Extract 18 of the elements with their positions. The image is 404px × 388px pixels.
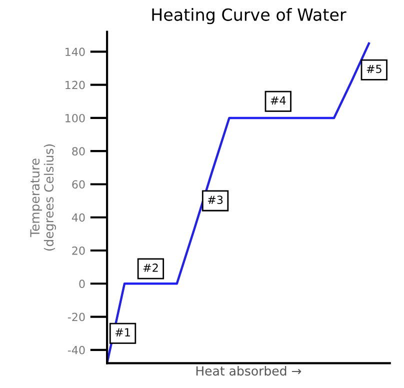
y-tick-label: 80 [72, 147, 85, 156]
y-tick-label: 60 [72, 180, 85, 189]
y-tick-label: 140 [66, 48, 85, 56]
y-tick-label: 20 [72, 246, 85, 255]
annotation: #3 [208, 196, 223, 204]
chart-title: Heating Curve of Water [152, 8, 346, 24]
annotation: #4 [270, 96, 286, 104]
y-tick-label: -20 [68, 312, 85, 322]
annotation: #2 [143, 264, 158, 272]
y-tick-label: 40 [72, 213, 85, 222]
annotation: #5 [366, 64, 382, 74]
y-tick-label: 100 [66, 114, 85, 122]
x-axis-title: Heat absorbed → [196, 366, 302, 376]
y-axis-title: Temperature (degrees Celsius) [30, 144, 56, 251]
y-tick-label: 0 [79, 280, 85, 288]
annotation: #1 [115, 328, 130, 336]
y-tick-label: 120 [66, 80, 85, 90]
y-tick-label: -40 [68, 346, 85, 354]
